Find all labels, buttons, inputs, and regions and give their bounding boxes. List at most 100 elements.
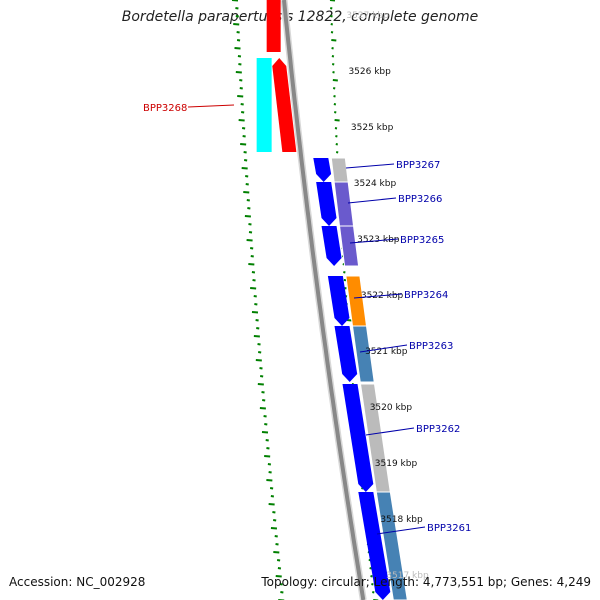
kbp-label: 3520 kbp: [370, 403, 413, 413]
gc-tick: [239, 87, 243, 90]
gc-tick: [250, 247, 254, 250]
gc-tick: [268, 503, 275, 506]
gc-tick: [231, 0, 239, 2]
gc-tick: [279, 583, 283, 586]
gc-tick: [269, 487, 274, 490]
gc-tick: [274, 535, 278, 538]
gc-tick: [272, 511, 276, 514]
gc-tick: [254, 303, 258, 306]
gc-tick: [257, 343, 261, 346]
forward-cds-arrow: [313, 158, 332, 182]
gc-tick: [331, 63, 335, 66]
gc-tick: [237, 95, 244, 98]
genome-backbone: [280, 0, 367, 600]
gene-label-leader: [187, 104, 235, 108]
kbp-label: 3517 kbp: [386, 571, 429, 581]
gc-tick: [335, 151, 339, 154]
gc-tick: [259, 367, 263, 370]
gc-tick: [233, 23, 240, 26]
gc-tick: [243, 191, 250, 194]
gene-label: BPP3268: [143, 103, 187, 114]
accession-text: Accession: NC_002928: [9, 575, 146, 589]
gc-tick: [256, 327, 260, 330]
reverse-cds-arrow: [272, 58, 297, 152]
gc-tick: [250, 255, 254, 258]
gc-tick: [243, 159, 248, 162]
cog-block: [330, 157, 349, 183]
gc-tick: [266, 447, 270, 450]
gene-features: [256, 0, 408, 600]
gc-tick: [240, 103, 244, 106]
gc-tick: [259, 407, 266, 410]
gc-tick: [240, 143, 247, 146]
gc-tick: [264, 423, 268, 426]
gc-tick: [259, 375, 264, 378]
gc-tick: [369, 567, 372, 570]
forward-cds-arrow: [358, 492, 391, 600]
gc-tick: [262, 399, 266, 402]
gene-labels: BPP3268 BPP3267 BPP3266 BPP3265 BPP3264 BPP32…: [143, 103, 471, 535]
forward-cds-arrow: [334, 326, 358, 382]
gc-tick: [330, 31, 334, 34]
gc-tick: [335, 143, 339, 146]
gc-tick: [329, 0, 336, 2]
gc-tick: [333, 103, 337, 106]
kbp-label: 3523 kbp: [357, 235, 400, 245]
gc-tick: [334, 119, 340, 122]
forward-cds-arrow: [327, 276, 350, 326]
gc-tick: [243, 151, 247, 154]
gc-tick: [245, 183, 249, 186]
gene-label-leader: [349, 238, 399, 244]
kbp-label: 3525 kbp: [351, 123, 394, 133]
gc-tick: [235, 7, 239, 10]
kbp-label: 3527 kbp: [346, 11, 389, 21]
cog-block: [338, 225, 360, 267]
gene-label-leader: [345, 163, 395, 169]
gc-tick: [238, 63, 242, 66]
backbone-line: [282, 0, 366, 600]
gc-tick: [346, 319, 352, 322]
forward-cds-arrow: [321, 226, 342, 266]
cog-block: [351, 325, 375, 383]
gc-tick: [335, 135, 338, 138]
gc-tick: [370, 575, 373, 578]
gene-label: BPP3264: [404, 290, 448, 301]
cog-cyan-block: [256, 58, 272, 152]
gc-tick: [258, 351, 262, 354]
gene-label-leader: [347, 197, 397, 204]
gc-tick: [253, 335, 260, 338]
gc-tick: [266, 479, 273, 482]
gc-tick: [263, 415, 267, 418]
gc-tick: [239, 79, 243, 82]
gc-tick: [371, 583, 374, 586]
gc-tick: [372, 591, 375, 594]
gene-label-leader: [359, 344, 408, 353]
gc-tick: [242, 135, 246, 138]
gc-tick: [277, 567, 282, 570]
gc-tick: [268, 471, 272, 474]
kbp-label: 3521 kbp: [365, 347, 408, 357]
cog-block: [375, 491, 408, 600]
gc-tick: [330, 7, 333, 10]
gc-tick: [255, 359, 262, 362]
gc-tick: [234, 47, 241, 50]
gc-tick: [238, 119, 245, 122]
gc-tick: [275, 575, 282, 578]
gc-tick: [255, 319, 259, 322]
gc-tick: [241, 111, 245, 114]
forward-cds-arrow: [316, 182, 337, 226]
gene-label: BPP3266: [398, 194, 442, 205]
gene-label-leader: [353, 293, 403, 299]
gc-tick: [332, 79, 338, 82]
forward-cds-arrow: [342, 384, 374, 492]
gene-label: BPP3263: [409, 341, 453, 352]
map-title: Bordetella parapertussis 12822, complete…: [121, 9, 479, 25]
reverse-cds-block: [266, 0, 281, 52]
gc-tick: [235, 15, 239, 18]
gc-tick: [248, 231, 253, 234]
gc-tick: [331, 55, 335, 58]
gc-tick: [280, 591, 284, 594]
gc-tick: [333, 95, 336, 98]
gc-tick: [237, 55, 242, 58]
cog-block: [333, 181, 355, 227]
